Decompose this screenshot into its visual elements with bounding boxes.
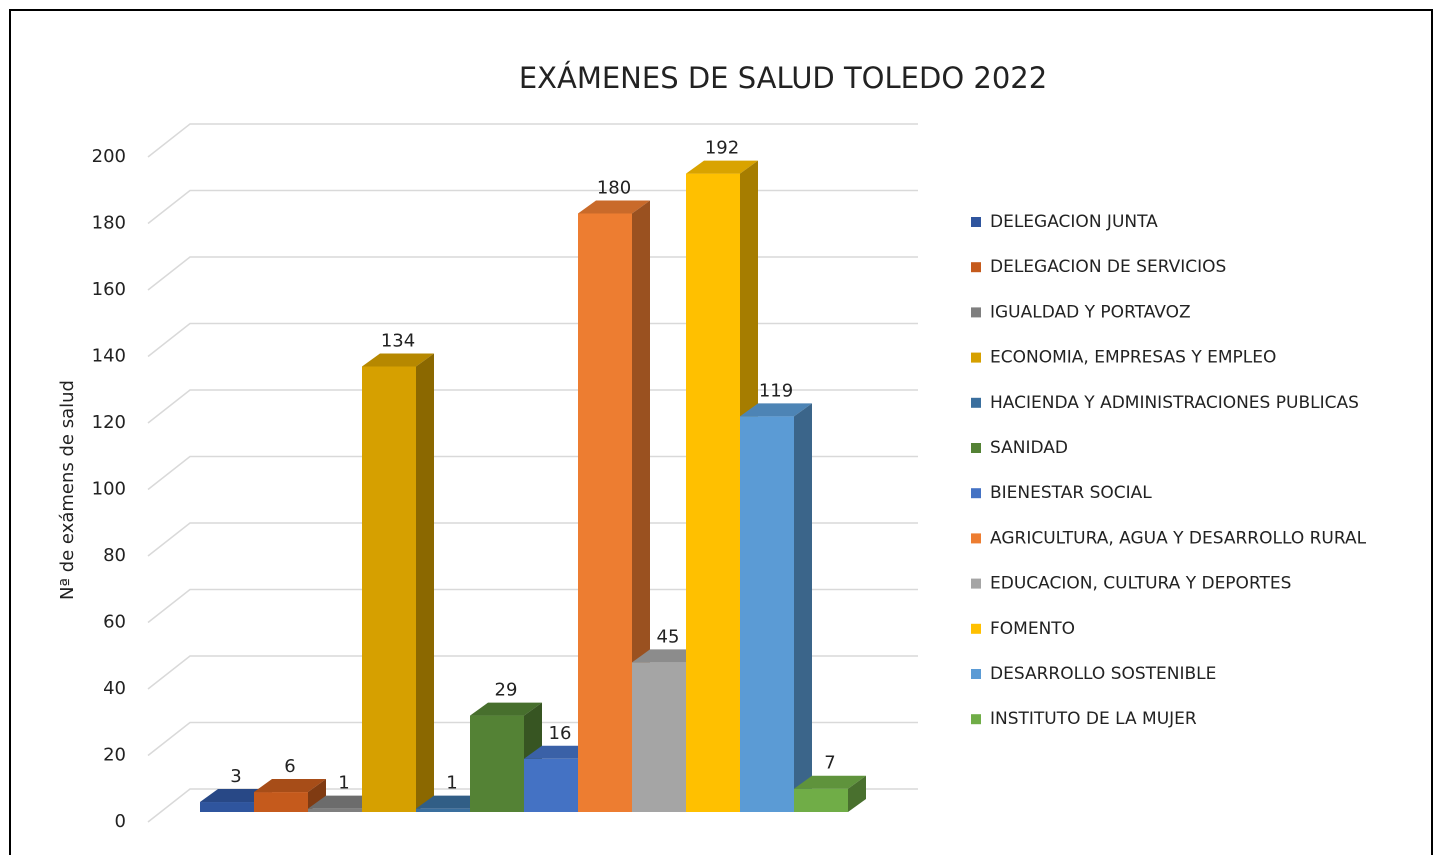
legend-swatch: [971, 262, 981, 273]
grid-line: [147, 455, 918, 491]
legend-swatch: [971, 623, 981, 634]
bar-front: [632, 662, 686, 812]
legend-label: ECONOMIA, EMPRESAS Y EMPLEO: [990, 348, 1276, 368]
bar-front: [794, 788, 848, 812]
bar-top: [470, 702, 542, 716]
bar-top: [686, 160, 758, 174]
bar-side: [794, 403, 812, 812]
bar-front: [470, 715, 524, 812]
bar-top: [254, 779, 326, 793]
legend-swatch: [971, 307, 981, 318]
legend-label: SANIDAD: [990, 438, 1068, 458]
bar-front: [740, 416, 794, 812]
y-tick-label: 0: [115, 811, 126, 832]
bar-top: [578, 200, 650, 214]
y-tick-label: 100: [92, 479, 126, 500]
bar-front: [686, 173, 740, 813]
bar-side: [416, 353, 434, 812]
bar-top: [794, 775, 866, 789]
legend-label: BIENESTAR SOCIAL: [990, 483, 1152, 503]
legend-swatch: [971, 443, 981, 453]
chart-title: EXÁMENES DE SALUD TOLEDO 2022: [519, 61, 1047, 95]
bar-front: [362, 366, 416, 812]
legend-label: DELEGACION JUNTA: [990, 212, 1158, 232]
legend-label: DESARROLLO SOSTENIBLE: [990, 664, 1216, 684]
grid-line: [147, 256, 918, 291]
value-label: 1: [338, 773, 349, 794]
frame: [9, 9, 1433, 855]
y-tick-label: 200: [92, 146, 126, 167]
y-tick-label: 160: [92, 279, 126, 300]
y-tick-label: 180: [92, 213, 126, 234]
value-label: 7: [824, 753, 835, 774]
value-label: 1: [446, 773, 457, 794]
legend-label: IGUALDAD Y PORTAVOZ: [990, 302, 1191, 322]
grid-line: [147, 389, 918, 424]
bar-side: [848, 775, 866, 812]
y-tick-label: 40: [103, 678, 126, 699]
legend-label: INSTITUTO DE LA MUJER: [990, 709, 1197, 729]
legend-label: FOMENTO: [990, 619, 1075, 639]
legend-swatch: [971, 714, 981, 725]
grid-line: [147, 189, 918, 225]
value-label: 6: [284, 756, 295, 777]
value-label: 180: [597, 178, 631, 199]
value-label: 29: [495, 680, 518, 701]
legend-label: EDUCACION, CULTURA Y DEPORTES: [990, 574, 1291, 594]
y-tick-label: 120: [92, 412, 126, 433]
bar-top: [740, 403, 812, 417]
y-axis-label: Nª de exámens de salud: [57, 380, 78, 600]
grid-line: [147, 588, 918, 624]
y-tick-label: 140: [92, 346, 126, 367]
grid-line: [147, 522, 918, 557]
y-tick-label: 80: [103, 545, 126, 566]
legend-label: DELEGACION DE SERVICIOS: [990, 257, 1226, 277]
bar-front: [416, 808, 470, 812]
y-tick-label: 60: [103, 612, 126, 633]
value-label: 45: [657, 626, 680, 647]
bar-front: [254, 792, 308, 812]
grid-line: [147, 123, 918, 158]
bar-front: [524, 758, 578, 812]
bar-front: [200, 802, 254, 812]
legend-swatch: [971, 488, 981, 499]
legend-swatch: [971, 352, 981, 363]
value-label: 192: [705, 138, 739, 159]
value-label: 16: [549, 723, 572, 744]
grid-line: [147, 322, 918, 358]
value-label: 3: [230, 766, 241, 787]
legend-label: AGRICULTURA, AGUA Y DESARROLLO RURAL: [990, 528, 1367, 548]
legend-swatch: [971, 217, 981, 227]
value-label: 119: [759, 380, 793, 401]
bar-side: [308, 779, 326, 812]
legend-swatch: [971, 533, 981, 544]
bar-front: [308, 808, 362, 812]
legend-swatch: [971, 397, 981, 408]
y-tick-label: 20: [103, 745, 126, 766]
legend-swatch: [971, 669, 981, 679]
bar-top: [362, 353, 434, 367]
value-label: 134: [381, 330, 415, 351]
legend-swatch: [971, 578, 981, 589]
legend-label: HACIENDA Y ADMINISTRACIONES PUBLICAS: [990, 393, 1359, 413]
bar-front: [578, 213, 632, 812]
